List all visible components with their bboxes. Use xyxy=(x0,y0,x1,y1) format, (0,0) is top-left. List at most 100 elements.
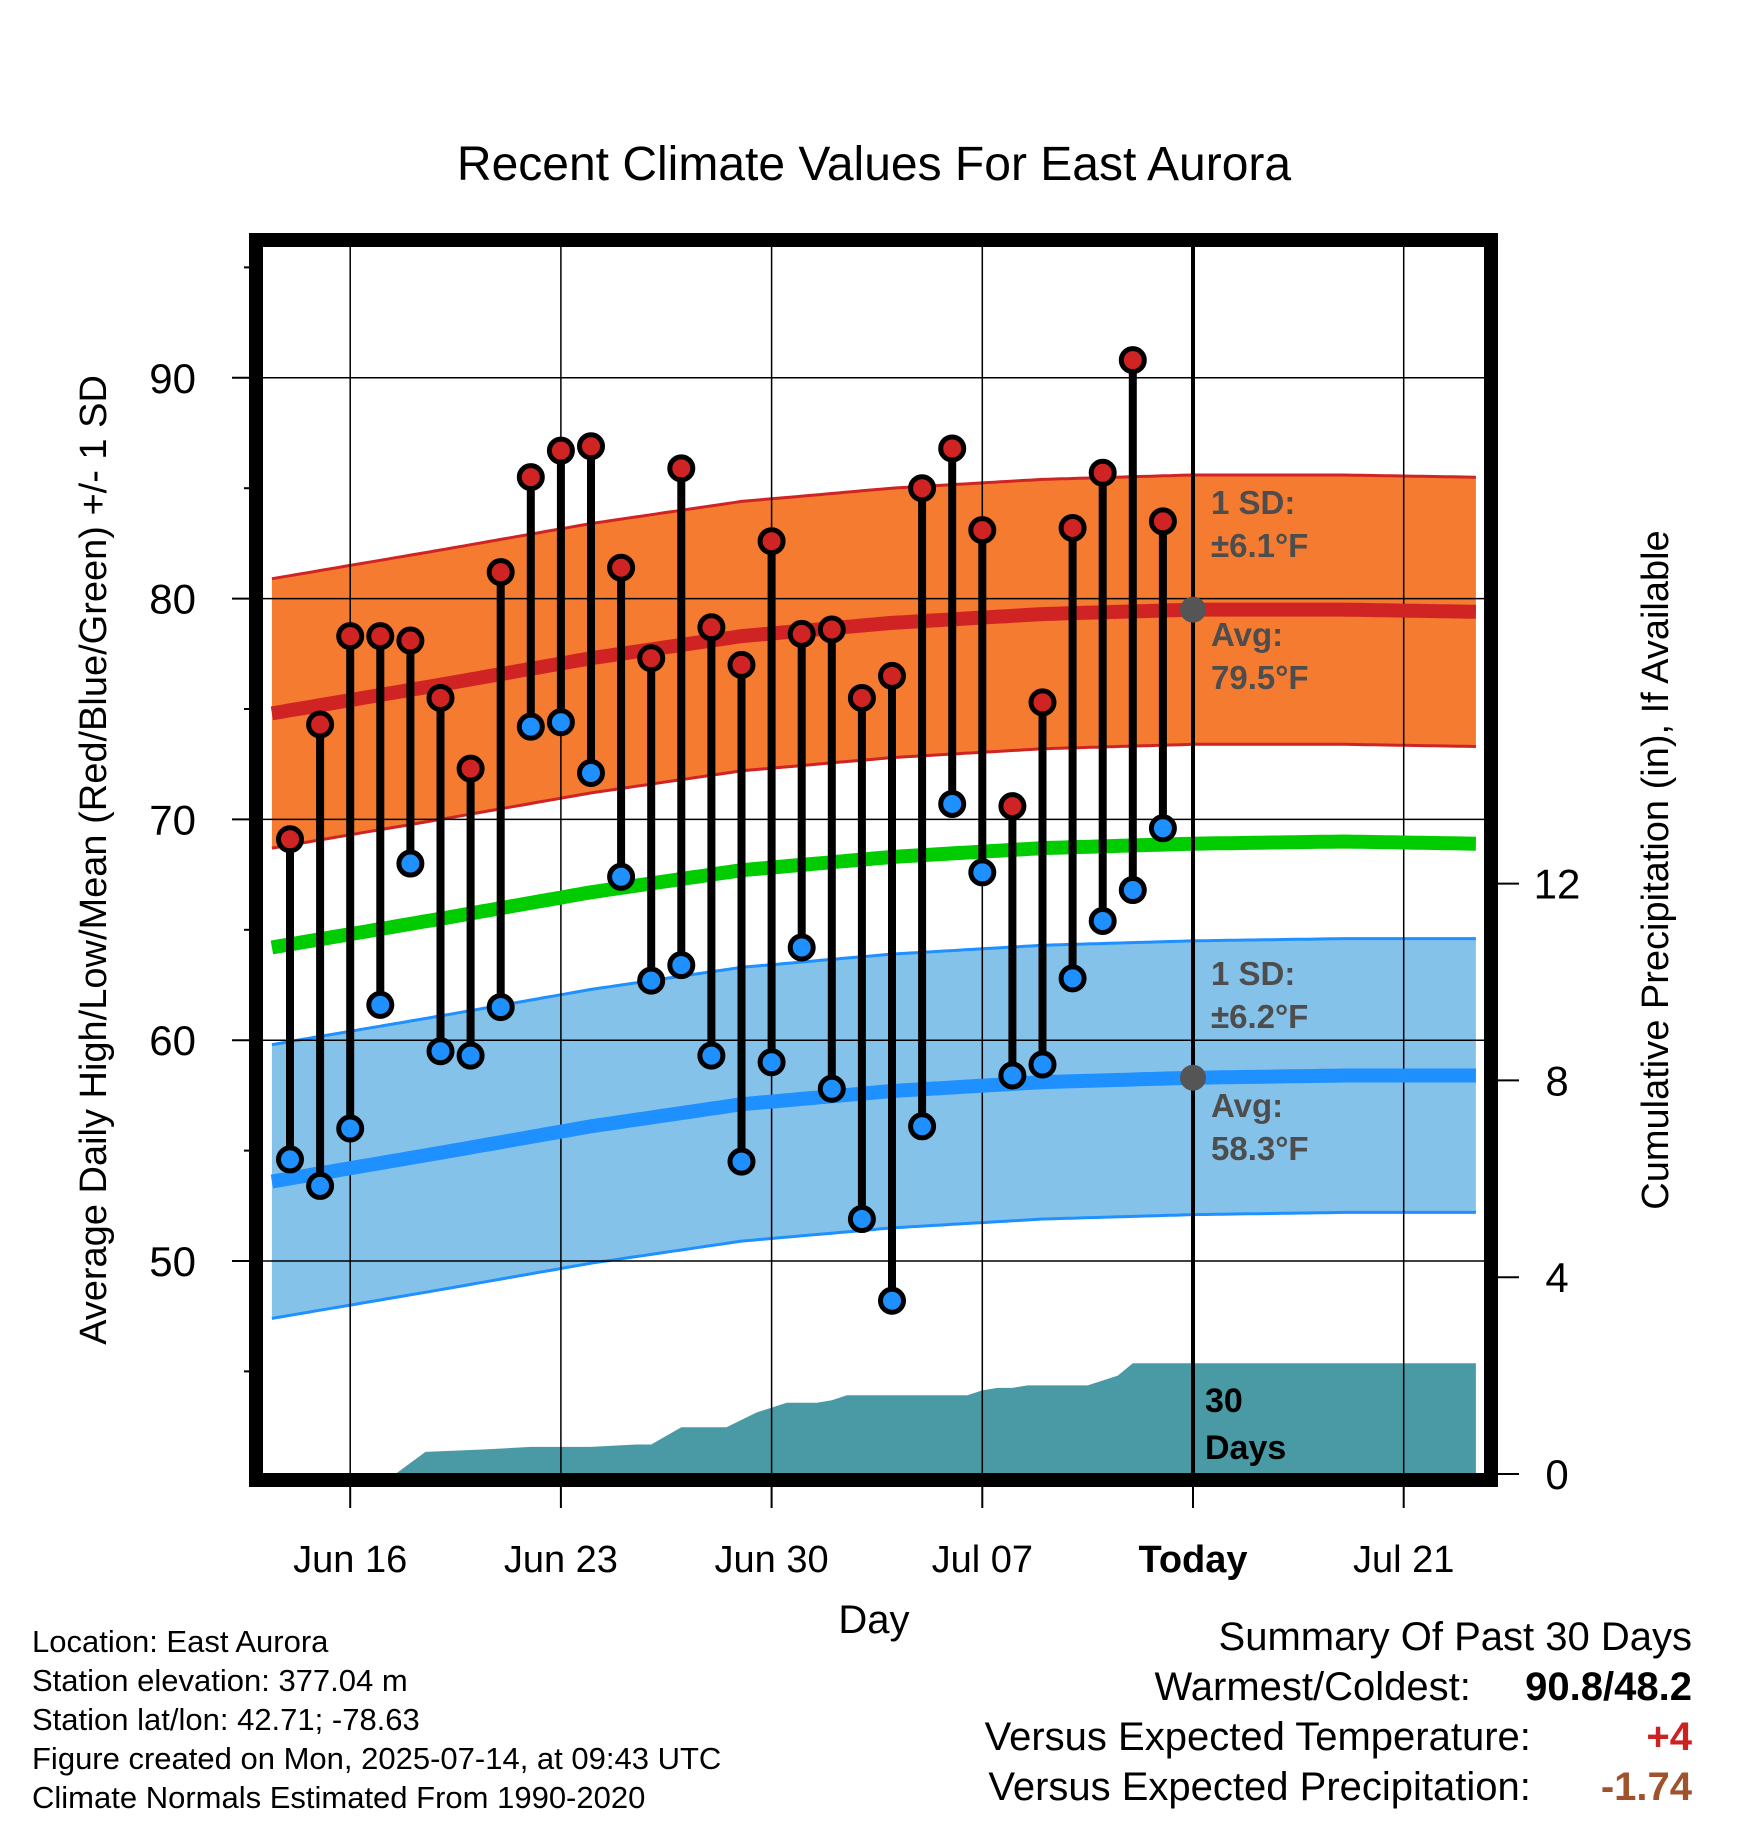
daily-high-point xyxy=(1148,507,1177,536)
y-tick-label: 50 xyxy=(149,1238,196,1285)
daily-low-point xyxy=(396,849,425,878)
daily-low-point xyxy=(878,1286,906,1315)
low-sd-title: 1 SD: xyxy=(1211,955,1295,992)
daily-high-point xyxy=(727,650,756,679)
low-avg-title: Avg: xyxy=(1211,1087,1283,1124)
elevation-text: Station elevation: 377.04 m xyxy=(32,1663,408,1698)
daily-high-point xyxy=(938,434,967,463)
daily-high-point xyxy=(396,626,425,655)
daily-low-point xyxy=(637,966,666,995)
daily-low-point xyxy=(546,708,575,737)
summary-heading: Summary Of Past 30 Days xyxy=(1218,1615,1692,1659)
daily-high-point xyxy=(306,710,335,739)
high-avg-title: Avg: xyxy=(1211,616,1283,653)
summary-temp-row: Versus Expected Temperature: +4 xyxy=(985,1712,1692,1762)
precip-value: -1.74 xyxy=(1600,1765,1692,1809)
daily-high-point xyxy=(516,463,545,492)
daily-high-point xyxy=(637,644,666,673)
high-avg-line xyxy=(270,602,1477,721)
daily-low-point xyxy=(486,993,515,1022)
x-tick-label: Jun 23 xyxy=(504,1539,618,1581)
x-tick-label: Jul 21 xyxy=(1353,1539,1454,1581)
y2-tick-label: 12 xyxy=(1534,861,1581,908)
daily-high-point xyxy=(546,436,575,465)
daily-high-point xyxy=(847,683,876,712)
daily-high-point xyxy=(968,516,997,545)
daily-high-point xyxy=(426,683,455,712)
daily-low-point xyxy=(667,951,696,980)
daily-low-point xyxy=(1088,906,1117,935)
temp-value: +4 xyxy=(1646,1715,1692,1759)
low-avg-line xyxy=(270,1068,1476,1189)
x-tick-label: Today xyxy=(1138,1539,1247,1581)
daily-high-point xyxy=(817,615,846,644)
daily-low-point xyxy=(366,990,395,1019)
today-high-avg-marker xyxy=(1180,596,1206,623)
daily-low-point xyxy=(306,1171,335,1200)
daily-high-point xyxy=(757,527,786,556)
y-tick-label: 60 xyxy=(149,1017,196,1064)
plot-area: 1 SD: ±6.1°F Avg: 79.5°F 1 SD: ±6.2°F Avg: 58.3… xyxy=(262,246,1485,1474)
plot-frame xyxy=(249,233,1498,1487)
low-sd-lower-line xyxy=(271,1210,1476,1320)
high-sd-title: 1 SD: xyxy=(1211,484,1295,521)
daily-high-point xyxy=(1058,513,1087,542)
y-tick-label: 70 xyxy=(149,796,196,843)
created-text: Figure created on Mon, 2025-07-14, at 09… xyxy=(32,1741,722,1776)
summary-warmest-row: Warmest/Coldest: 90.8/48.2 xyxy=(985,1662,1693,1712)
chart-title: Recent Climate Values For East Aurora xyxy=(457,138,1291,191)
normals-text: Climate Normals Estimated From 1990-2020 xyxy=(32,1780,646,1815)
daily-low-point xyxy=(1148,814,1177,843)
daily-high-point xyxy=(456,754,485,783)
daily-high-point xyxy=(697,613,726,642)
daily-low-point xyxy=(968,858,997,887)
temp-label: Versus Expected Temperature: xyxy=(984,1715,1531,1759)
high-sd-value: ±6.1°F xyxy=(1211,527,1308,564)
y-tick-label: 80 xyxy=(149,576,196,623)
daily-high-point xyxy=(998,792,1027,821)
daily-high-point xyxy=(366,622,395,651)
y-axis-label: Average Daily High/Low/Mean (Red/Blue/Gr… xyxy=(73,375,115,1345)
high-sd-upper-line xyxy=(271,473,1476,581)
daily-low-point xyxy=(938,789,967,818)
daily-low-point xyxy=(998,1061,1027,1090)
daily-low-point xyxy=(1118,876,1147,905)
daily-high-point xyxy=(787,619,816,648)
summary-panel: Summary Of Past 30 Days Warmest/Coldest:… xyxy=(985,1612,1692,1812)
today-low-avg-marker xyxy=(1180,1064,1206,1091)
daily-high-point xyxy=(908,474,937,503)
daily-low-point xyxy=(817,1074,846,1103)
low-sd-band xyxy=(271,938,1476,1319)
daily-low-point xyxy=(787,933,816,962)
daily-low-point xyxy=(697,1041,726,1070)
latlon-text: Station lat/lon: 42.71; -78.63 xyxy=(32,1702,420,1737)
daily-high-point xyxy=(1028,688,1057,717)
daily-high-point xyxy=(486,558,515,587)
y-tick-label: 90 xyxy=(149,355,196,402)
daily-low-point xyxy=(426,1037,455,1066)
precip-area xyxy=(271,1363,1476,1474)
daily-high-point xyxy=(336,622,365,651)
x-tick-label: Jun 30 xyxy=(715,1539,829,1581)
daily-high-point xyxy=(667,454,696,483)
daily-low-point xyxy=(456,1041,485,1070)
y2-tick-label: 0 xyxy=(1545,1451,1568,1498)
low-sd-value: ±6.2°F xyxy=(1211,998,1308,1035)
daily-low-point xyxy=(276,1145,304,1174)
daily-low-point xyxy=(1028,1050,1057,1079)
high-sd-band xyxy=(271,475,1476,849)
low-avg-value: 58.3°F xyxy=(1211,1130,1309,1167)
daily-high-point xyxy=(607,553,636,582)
daily-low-point xyxy=(516,712,545,741)
mean-avg-line xyxy=(270,834,1477,955)
location-text: Location: East Aurora xyxy=(32,1624,329,1659)
daily-low-point xyxy=(757,1048,786,1077)
daily-high-point xyxy=(1088,458,1117,487)
daily-low-point xyxy=(1058,964,1087,993)
daily-low-point xyxy=(577,759,605,788)
daily-low-point xyxy=(727,1147,756,1176)
station-info: Location: East Aurora Station elevation:… xyxy=(32,1622,721,1817)
daily-high-point xyxy=(878,661,906,690)
daily-low-point xyxy=(336,1114,365,1143)
